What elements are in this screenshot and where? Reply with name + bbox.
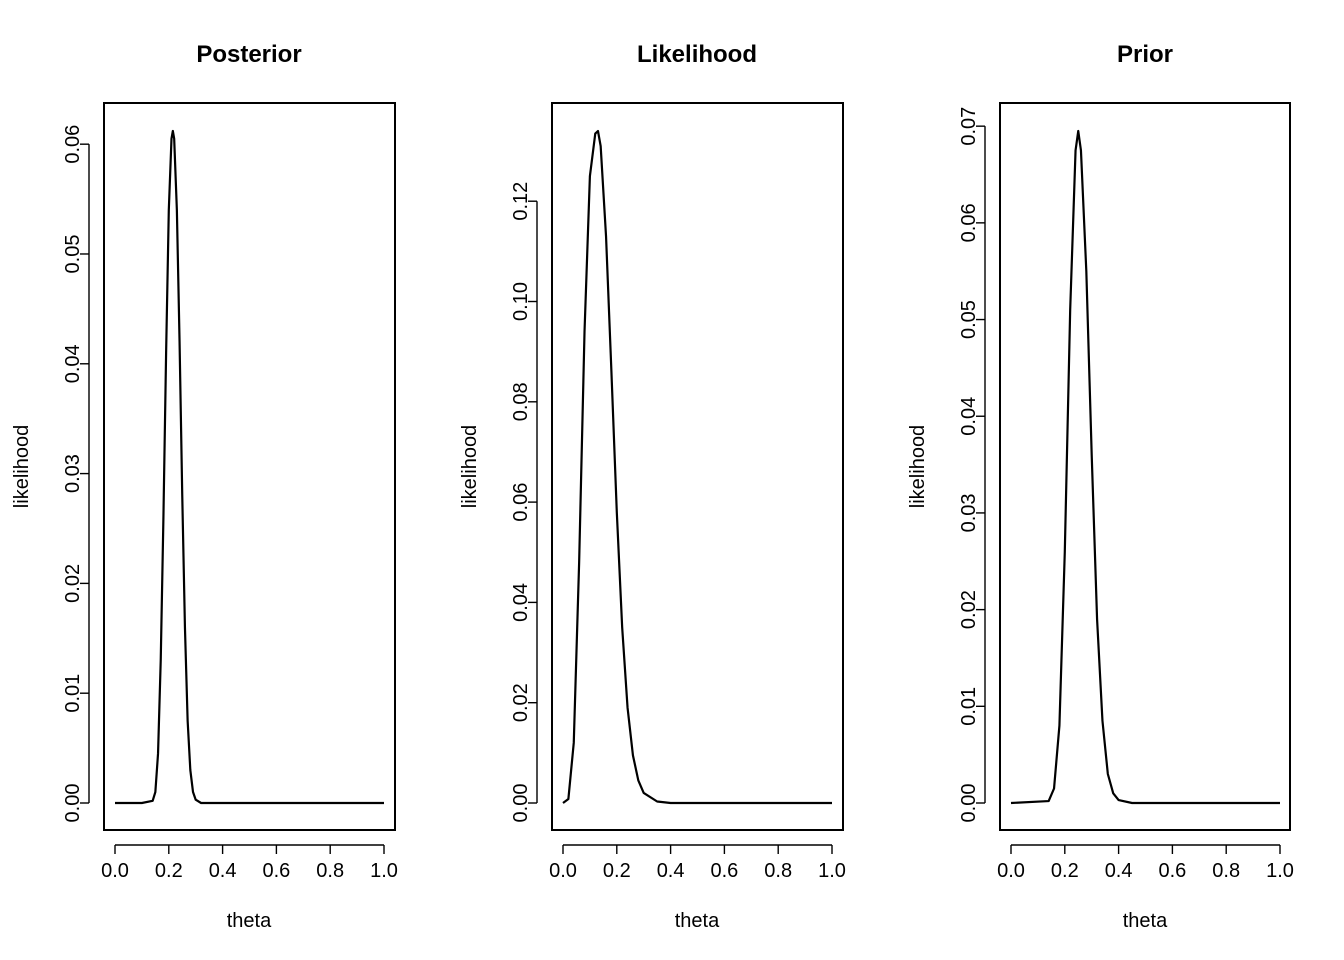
y-tick-label: 0.06 [62, 125, 84, 164]
x-axis-label: theta [1123, 910, 1168, 932]
y-tick-label: 0.02 [62, 564, 84, 603]
y-tick-label: 0.02 [958, 590, 980, 629]
series-line [562, 129, 832, 805]
x-tick-label: 0.4 [657, 860, 685, 882]
x-tick-label: 0.2 [1051, 860, 1079, 882]
x-tick-label: 0.4 [209, 860, 237, 882]
y-tick-label: 0.08 [510, 382, 532, 421]
y-tick-label: 0.06 [958, 203, 980, 242]
plot-frame [999, 102, 1291, 831]
x-tick-label: 0.6 [1158, 860, 1186, 882]
y-axis-label: likelihood [907, 425, 929, 508]
y-tick-label: 0.03 [958, 493, 980, 532]
y-tick-label: 0.02 [510, 683, 532, 722]
series-line [115, 129, 384, 805]
chart-title: Prior [1117, 41, 1173, 68]
y-tick-label: 0.04 [510, 583, 532, 622]
y-tick-label: 0.00 [62, 784, 84, 823]
chart-title: Likelihood [637, 41, 757, 68]
y-tick-label: 0.06 [510, 483, 532, 522]
chart-title: Posterior [196, 41, 301, 68]
y-tick-label: 0.05 [62, 235, 84, 274]
x-tick-label: 0.0 [549, 860, 577, 882]
y-tick-label: 0.12 [510, 182, 532, 221]
x-tick-label: 0.8 [764, 860, 792, 882]
x-tick-label: 0.6 [262, 860, 290, 882]
y-tick-label: 0.10 [510, 282, 532, 321]
y-tick-label: 0.04 [62, 344, 84, 383]
y-tick-label: 0.00 [958, 784, 980, 823]
y-tick-label: 0.04 [958, 397, 980, 436]
y-tick-label: 0.07 [958, 107, 980, 146]
x-tick-label: 1.0 [818, 860, 846, 882]
x-tick-label: 0.8 [1212, 860, 1240, 882]
y-axis-label: likelihood [459, 425, 481, 508]
y-tick-label: 0.01 [958, 687, 980, 726]
x-axis-label: theta [675, 910, 720, 932]
x-axis-label: theta [227, 910, 272, 932]
series-line [1010, 129, 1280, 805]
plot-frame [551, 102, 844, 831]
x-tick-label: 0.0 [997, 860, 1025, 882]
y-tick-label: 0.01 [62, 674, 84, 713]
x-tick-label: 0.2 [603, 860, 631, 882]
x-tick-label: 0.6 [710, 860, 738, 882]
x-tick-label: 1.0 [370, 860, 398, 882]
x-tick-label: 0.4 [1105, 860, 1133, 882]
x-tick-label: 0.2 [155, 860, 183, 882]
y-tick-label: 0.00 [510, 784, 532, 823]
x-tick-label: 1.0 [1266, 860, 1294, 882]
x-tick-label: 0.8 [316, 860, 344, 882]
y-tick-label: 0.05 [958, 300, 980, 339]
y-axis-label: likelihood [11, 425, 33, 508]
y-tick-label: 0.03 [62, 454, 84, 493]
x-tick-label: 0.0 [101, 860, 129, 882]
plot-frame [103, 102, 396, 831]
